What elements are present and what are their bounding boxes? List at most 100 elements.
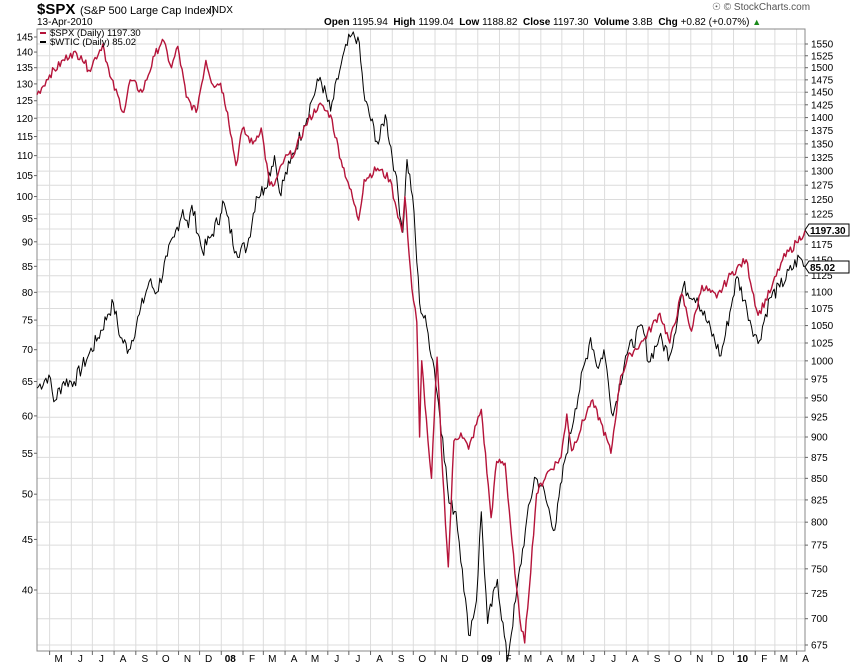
right-axis-tick-label: 1325 xyxy=(811,153,834,164)
right-axis-tick-label: 1375 xyxy=(811,126,834,137)
close-label: Close xyxy=(523,17,551,28)
right-axis-tick-label: 1000 xyxy=(811,356,834,367)
x-axis-tick-label: M xyxy=(54,654,62,665)
right-axis-tick-label: 1225 xyxy=(811,210,834,221)
x-axis-tick-label: J xyxy=(78,654,83,665)
x-axis-tick-label: 08 xyxy=(225,654,237,665)
chart-symbol: $SPX xyxy=(37,1,76,18)
right-axis-tick-label: 1300 xyxy=(811,167,834,178)
right-axis-tick-label: 800 xyxy=(811,518,828,529)
left-axis-tick-label: 75 xyxy=(22,316,34,327)
series-layer xyxy=(36,31,806,662)
volume-label: Volume xyxy=(594,17,630,28)
x-axis-tick-label: S xyxy=(398,654,405,665)
wtic-last-value: 85.02 xyxy=(804,260,850,274)
right-axis-tick-label: 1050 xyxy=(811,321,834,332)
right-axis-tick-label: 1425 xyxy=(811,100,834,111)
left-axis-tick-label: 65 xyxy=(22,377,34,388)
right-axis-tick-label: 1500 xyxy=(811,63,834,74)
x-axis-tick-label: A xyxy=(802,654,809,665)
right-axis-tick-label: 1400 xyxy=(811,113,834,124)
x-axis-tick-label: N xyxy=(440,654,447,665)
spx-last-value-box xyxy=(804,223,850,237)
x-axis-tick-label: M xyxy=(567,654,575,665)
close-value: 1197.30 xyxy=(553,17,589,28)
x-axis-tick-label: D xyxy=(205,654,212,665)
x-axis-tick-label: J xyxy=(99,654,104,665)
right-axis-tick-label: 850 xyxy=(811,474,828,485)
spx-last-value-label: 1197.30 xyxy=(810,226,846,237)
x-axis-tick-label: S xyxy=(654,654,661,665)
spx-line xyxy=(36,38,806,644)
left-axis-tick-label: 100 xyxy=(16,192,33,203)
right-axis-tick-label: 1100 xyxy=(811,287,833,298)
right-axis-tick-label: 1525 xyxy=(811,51,834,62)
x-axis-tick-label: 09 xyxy=(481,654,493,665)
open-value: 1195.94 xyxy=(352,17,388,28)
right-axis-tick-label: 700 xyxy=(811,614,828,625)
wtic-line xyxy=(36,31,806,662)
high-value: 1199.04 xyxy=(418,17,454,28)
right-axis-tick-label: 1125 xyxy=(811,271,833,282)
right-axis-tick-label: 1275 xyxy=(811,181,834,192)
watermark-link[interactable]: ☉ © StockCharts.com xyxy=(712,2,810,13)
x-axis-tick-label: M xyxy=(268,654,276,665)
left-axis-tick-label: 55 xyxy=(22,449,34,460)
right-axis-tick-label: 950 xyxy=(811,393,828,404)
left-axis-tick-label: 125 xyxy=(16,96,33,107)
low-value: 1188.82 xyxy=(482,17,518,28)
left-axis-tick-label: 105 xyxy=(16,171,33,182)
x-axis-tick-label: 10 xyxy=(737,654,749,665)
right-axis-tick-label: 1025 xyxy=(811,338,834,349)
exchange-label: INDX xyxy=(209,5,233,16)
chart-date: 13-Apr-2010 xyxy=(37,17,93,28)
open-label: Open xyxy=(324,17,350,28)
x-axis-tick-label: A xyxy=(376,654,383,665)
legend: $SPX (Daily) 1197.30$WTIC (Daily) 85.02 xyxy=(40,28,141,48)
chg-label: Chg xyxy=(658,17,678,28)
watermark-text: © StockCharts.com xyxy=(723,2,811,13)
left-axis-tick-label: 145 xyxy=(16,33,33,44)
x-axis-tick-label: M xyxy=(524,654,532,665)
x-axis-tick-label: J xyxy=(611,654,616,665)
right-axis-tick-label: 1075 xyxy=(811,304,834,315)
x-axis-tick-label: O xyxy=(674,654,682,665)
right-axis-tick-label: 750 xyxy=(811,564,828,575)
x-axis-tick-label: O xyxy=(162,654,170,665)
right-axis-tick-label: 975 xyxy=(811,375,828,386)
x-axis-tick-label: A xyxy=(632,654,639,665)
x-axis-tick-label: J xyxy=(334,654,339,665)
axis-layer: 6757007257507758008258508759009259509751… xyxy=(16,33,850,665)
left-axis-tick-label: 80 xyxy=(22,288,34,299)
x-axis-tick-label: M xyxy=(311,654,319,665)
right-axis-tick-label: 725 xyxy=(811,589,828,600)
up-arrow-icon: ▲ xyxy=(752,17,762,27)
x-axis-tick-label: A xyxy=(291,654,298,665)
left-axis-tick-label: 90 xyxy=(22,237,34,248)
left-axis-tick-label: 120 xyxy=(16,114,33,125)
x-axis-tick-label: F xyxy=(761,654,767,665)
x-axis-tick-label: D xyxy=(461,654,468,665)
legend-spx-label: $SPX (Daily) 1197.30 xyxy=(50,28,141,39)
left-axis-tick-label: 70 xyxy=(22,345,34,356)
chg-value: +0.82 (+0.07%) xyxy=(680,17,750,28)
right-axis-tick-label: 1250 xyxy=(811,195,834,206)
left-axis-tick-label: 45 xyxy=(22,535,34,546)
left-axis-tick-label: 110 xyxy=(17,151,33,162)
grid-layer xyxy=(37,29,805,651)
x-axis-tick-label: O xyxy=(418,654,426,665)
right-axis-tick-label: 925 xyxy=(811,413,828,424)
volume-value: 3.8B xyxy=(632,17,653,28)
left-axis-tick-label: 140 xyxy=(16,48,33,59)
x-axis-tick-label: M xyxy=(780,654,788,665)
left-axis-tick-label: 130 xyxy=(16,79,33,90)
left-axis-tick-label: 60 xyxy=(22,411,34,422)
x-axis-tick-label: F xyxy=(505,654,511,665)
x-axis-tick-label: A xyxy=(120,654,127,665)
right-axis-tick-label: 675 xyxy=(811,641,828,652)
x-axis-tick-label: D xyxy=(717,654,724,665)
spx-last-value: 1197.30 xyxy=(804,223,850,237)
x-axis-tick-label: A xyxy=(546,654,553,665)
quote-bar: Open 1195.94 High 1199.04 Low 1188.82 Cl… xyxy=(324,17,761,28)
